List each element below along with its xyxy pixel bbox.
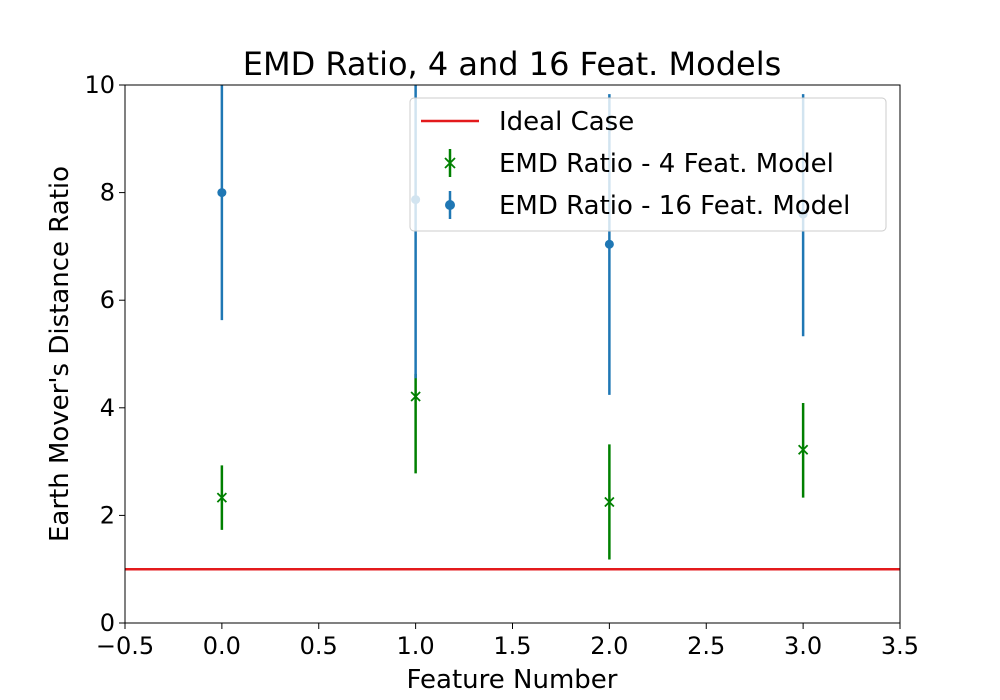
legend-16feat-swatch bbox=[445, 191, 455, 219]
y-tick-label-0: 0 bbox=[100, 609, 115, 637]
point-16feat-0 bbox=[217, 188, 227, 198]
y-tick-label-2: 4 bbox=[100, 394, 115, 422]
legend-4feat-swatch bbox=[444, 149, 456, 177]
y-tick-label-4: 8 bbox=[100, 179, 115, 207]
legend-16feat-label: EMD Ratio - 16 Feat. Model bbox=[499, 191, 850, 221]
y-tick-label-5: 10 bbox=[84, 71, 115, 99]
plot-frame bbox=[124, 84, 901, 624]
x-tick-label-1: 0.0 bbox=[203, 632, 241, 660]
x-tick-label-6: 2.5 bbox=[687, 632, 725, 660]
point-4feat-1 bbox=[410, 391, 421, 402]
x-tick-label-0: −0.5 bbox=[96, 632, 154, 660]
legend-box bbox=[409, 97, 887, 232]
y-tick-label-3: 6 bbox=[100, 286, 115, 314]
y-tick-label-1: 2 bbox=[100, 501, 115, 529]
point-16feat-2 bbox=[604, 239, 614, 249]
point-4feat-3 bbox=[797, 444, 809, 455]
x-tick-label-8: 3.5 bbox=[881, 632, 919, 660]
axis-ticks: −0.5 0.0 0.5 1.0 1.5 2.0 2.5 3.0 3.5 0 2 4 6 8 10 bbox=[84, 71, 919, 660]
x-tick-label-2: 0.5 bbox=[300, 632, 338, 660]
x-tick-label-3: 1.0 bbox=[397, 632, 435, 660]
chart-title: EMD Ratio, 4 and 16 Feat. Models bbox=[243, 45, 782, 83]
x-tick-label-4: 1.5 bbox=[493, 632, 531, 660]
x-axis-label: Feature Number bbox=[407, 665, 618, 695]
legend: Ideal Case EMD Ratio - 4 Feat. Model EMD… bbox=[409, 97, 887, 232]
x-tick-label-5: 2.0 bbox=[590, 632, 628, 660]
legend-4feat-label: EMD Ratio - 4 Feat. Model bbox=[499, 149, 834, 179]
x-tick-label-7: 3.0 bbox=[784, 632, 822, 660]
point-4feat-0 bbox=[216, 492, 228, 503]
point-4feat-2 bbox=[604, 496, 615, 508]
legend-ideal-case-label: Ideal Case bbox=[499, 107, 634, 137]
y-axis-label: Earth Mover's Distance Ratio bbox=[45, 166, 75, 542]
